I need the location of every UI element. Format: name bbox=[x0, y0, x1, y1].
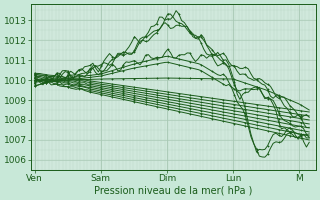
X-axis label: Pression niveau de la mer( hPa ): Pression niveau de la mer( hPa ) bbox=[94, 186, 253, 196]
